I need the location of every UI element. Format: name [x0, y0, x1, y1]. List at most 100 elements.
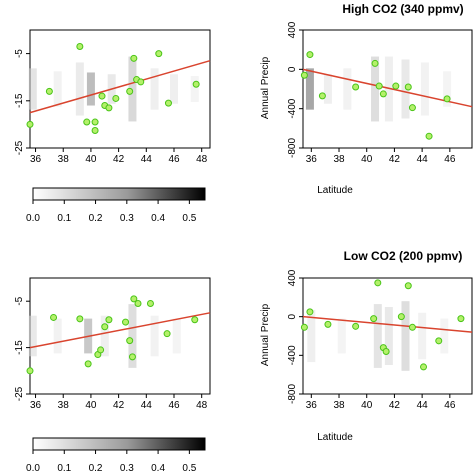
- x-tick-label: 46: [444, 400, 456, 411]
- data-point: [76, 315, 84, 323]
- xlabel-top-right: Latitude: [317, 185, 353, 196]
- trend-line: [29, 59, 211, 114]
- data-point: [371, 59, 379, 67]
- panel-bottom-left: 36 38 40 42 44 46 48 -5 -15 -25: [14, 277, 211, 411]
- data-point: [420, 363, 428, 371]
- data-point: [112, 94, 120, 102]
- data-point: [105, 104, 113, 112]
- data-point: [163, 330, 171, 338]
- panel-top-right: 36 38 40 42 44 46 400 0 -400 -800: [287, 21, 473, 165]
- y-tick-label: -400: [287, 98, 298, 118]
- density-strip: [53, 318, 62, 354]
- y-tick-label: 0: [287, 66, 298, 72]
- colorbar-tick-label: 0.0: [26, 213, 40, 224]
- panel-bottom-right: 36 38 40 42 44 46 400 0 -400 -800: [287, 269, 473, 411]
- density-strip: [170, 74, 178, 104]
- x-tick-label: 48: [196, 154, 208, 165]
- data-point: [191, 316, 199, 324]
- y-tick-label: -800: [287, 384, 298, 404]
- x-tick-label: 40: [85, 154, 97, 165]
- chart-title-top-right: High CO2 (340 ppmv): [342, 2, 463, 16]
- data-point: [375, 82, 383, 90]
- density-strip: [100, 315, 109, 357]
- colorbar-tick-label: 0.1: [57, 213, 71, 224]
- data-point: [97, 346, 105, 354]
- data-point: [382, 347, 390, 355]
- data-point: [370, 315, 378, 323]
- y-tick-label: -5: [14, 296, 25, 305]
- density-strip: [75, 62, 84, 116]
- y-tick-label: -25: [14, 140, 25, 155]
- density-strip: [28, 68, 37, 110]
- ylabel-top-right: Annual Precip: [260, 56, 271, 119]
- density-strip: [190, 76, 199, 102]
- density-strip: [420, 62, 429, 116]
- x-tick-label: 38: [58, 400, 70, 411]
- colorbar-tick-label: 0.5: [182, 463, 196, 474]
- data-point: [300, 323, 308, 331]
- xlabel-bottom-right: Latitude: [317, 432, 353, 443]
- x-tick-label: 40: [85, 400, 97, 411]
- x-tick-label: 44: [417, 154, 429, 165]
- colorbar-tick-label: 0.5: [182, 213, 196, 224]
- y-tick-label: -5: [14, 49, 25, 58]
- data-point: [126, 337, 134, 345]
- data-point: [408, 323, 416, 331]
- x-tick-label: 44: [141, 154, 153, 165]
- data-point: [137, 78, 145, 86]
- x-tick-label: 42: [113, 154, 125, 165]
- data-point: [404, 282, 412, 290]
- density-strip: [371, 56, 380, 122]
- data-point: [318, 92, 326, 100]
- colorbar-top: 0.0 0.1 0.2 0.3 0.4 0.5: [26, 187, 206, 224]
- y-tick-label: 0: [287, 313, 298, 319]
- density-strip: [343, 68, 352, 110]
- density-strip: [305, 68, 314, 110]
- x-tick-label: 38: [58, 154, 70, 165]
- data-point: [50, 313, 58, 321]
- data-point: [91, 118, 99, 126]
- panel-top-left: 36 38 40 42 44 46 48 -5 -15 -25: [14, 29, 211, 165]
- colorbar-tick-label: 0.4: [151, 463, 165, 474]
- density-strip: [128, 56, 137, 122]
- x-tick-label: 44: [417, 400, 429, 411]
- data-point: [164, 99, 172, 107]
- x-tick-label: 42: [113, 400, 125, 411]
- data-point: [130, 295, 138, 303]
- y-tick-label: 400: [287, 21, 298, 38]
- data-point: [443, 95, 451, 103]
- data-point: [306, 308, 314, 316]
- density-strip: [28, 315, 37, 357]
- data-point: [408, 104, 416, 112]
- density-strip: [307, 309, 316, 363]
- data-point: [352, 83, 360, 91]
- x-tick-label: 36: [30, 154, 42, 165]
- x-tick-label: 40: [361, 154, 373, 165]
- x-tick-label: 36: [30, 400, 42, 411]
- data-point: [91, 127, 99, 135]
- data-point: [435, 337, 443, 345]
- density-strip: [440, 318, 449, 354]
- density-strip: [150, 315, 159, 357]
- trend-line: [29, 312, 211, 349]
- density-strip: [373, 304, 382, 368]
- x-tick-label: 42: [389, 400, 401, 411]
- ylabel-bottom-right: Annual Precip: [260, 303, 271, 366]
- data-point: [76, 43, 84, 51]
- x-tick-label: 38: [333, 154, 345, 165]
- density-strip: [86, 72, 95, 106]
- density-strip: [323, 74, 332, 104]
- data-point: [122, 318, 130, 326]
- data-point: [101, 323, 109, 331]
- data-point: [397, 313, 405, 321]
- colorbars-group: 0.0 0.1 0.2 0.3 0.4 0.5 0.0 0.1 0.2 0.3 0.4 0.5: [26, 187, 206, 474]
- data-point: [134, 300, 142, 308]
- density-strip: [384, 307, 393, 365]
- density-strip: [337, 318, 346, 354]
- x-tick-label: 44: [141, 400, 153, 411]
- data-point: [352, 322, 360, 330]
- y-tick-label: -800: [287, 138, 298, 158]
- data-point: [192, 80, 200, 88]
- y-tick-label: -15: [14, 93, 25, 108]
